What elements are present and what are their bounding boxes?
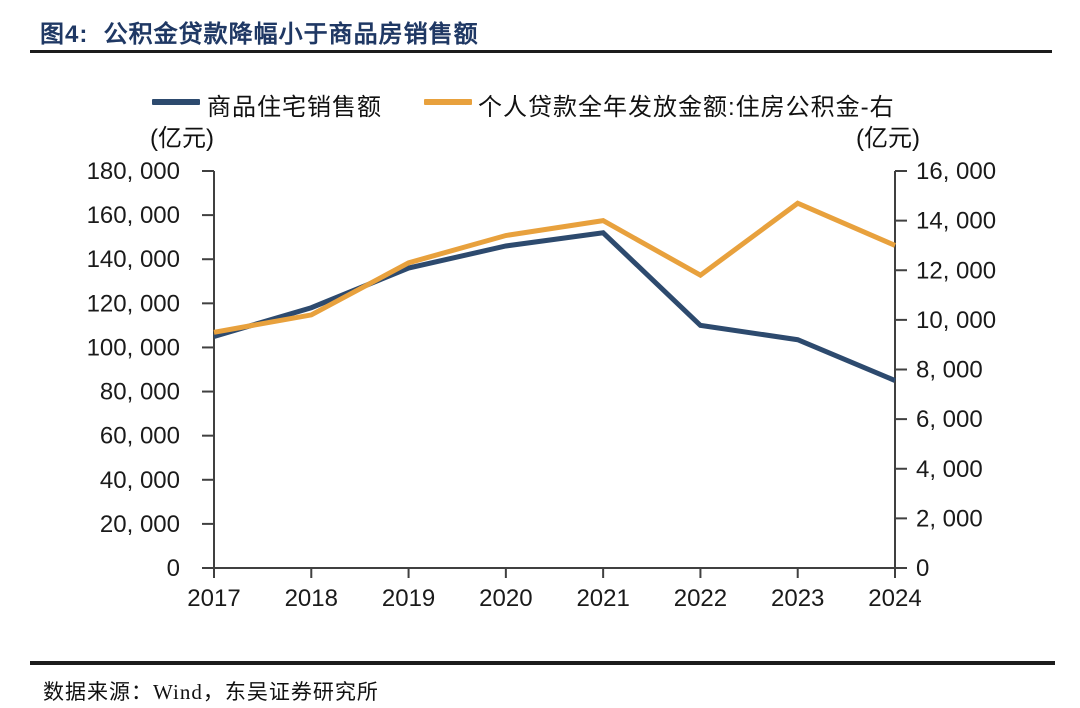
- x-axis-tick-label: 2019: [382, 585, 435, 612]
- left-axis-tick-label: 120, 000: [87, 290, 180, 317]
- right-axis-tick-label: 10, 000: [916, 307, 996, 334]
- right-axis-tick-label: 16, 000: [916, 158, 996, 185]
- title-divider-rule: [30, 50, 1052, 53]
- data-source-note: 数据来源：Wind，东吴证券研究所: [43, 680, 379, 704]
- right-axis-tick-label: 12, 000: [916, 257, 996, 284]
- legend-swatch-residential-sales: [152, 99, 200, 105]
- footer-divider-rule: [30, 661, 1055, 665]
- right-axis-tick-label: 0: [916, 555, 929, 582]
- x-axis-tick-label: 2024: [868, 585, 921, 612]
- x-axis-tick-label: 2022: [674, 585, 727, 612]
- right-axis-tick-label: 14, 000: [916, 208, 996, 235]
- left-axis-tick-label: 160, 000: [87, 202, 180, 229]
- x-axis-tick-label: 2021: [576, 585, 629, 612]
- left-axis-tick-label: 140, 000: [87, 246, 180, 273]
- right-axis-unit-label: (亿元): [856, 125, 920, 152]
- legend-label-housing-fund-loans: 个人贷款全年发放金额:住房公积金-右: [478, 94, 895, 121]
- series-line-housing-fund-loans: [213, 200, 896, 335]
- left-axis-tick-label: 180, 000: [87, 158, 180, 185]
- legend-swatch-housing-fund-loans: [424, 99, 472, 105]
- x-axis-tick-label: 2023: [771, 585, 824, 612]
- x-axis-tick-label: 2017: [187, 585, 240, 612]
- left-axis-tick-label: 0: [167, 555, 180, 582]
- x-axis-tick-label: 2020: [479, 585, 532, 612]
- figure-title: 图4: 公积金贷款降幅小于商品房销售额: [40, 21, 479, 48]
- right-axis-tick-label: 8, 000: [916, 357, 983, 384]
- left-axis-unit-label: (亿元): [150, 125, 214, 152]
- right-axis-tick-label: 6, 000: [916, 406, 983, 433]
- right-axis-tick-label: 4, 000: [916, 456, 983, 483]
- x-axis-tick-label: 2018: [285, 585, 338, 612]
- legend-label-residential-sales: 商品住宅销售额: [207, 94, 382, 121]
- left-axis-tick-label: 20, 000: [100, 511, 180, 538]
- left-axis-tick-label: 100, 000: [87, 334, 180, 361]
- left-axis-tick-label: 40, 000: [100, 467, 180, 494]
- right-axis-tick-label: 2, 000: [916, 505, 983, 532]
- left-axis-tick-label: 80, 000: [100, 379, 180, 406]
- left-axis-tick-label: 60, 000: [100, 423, 180, 450]
- series-line-residential-sales: [213, 230, 896, 383]
